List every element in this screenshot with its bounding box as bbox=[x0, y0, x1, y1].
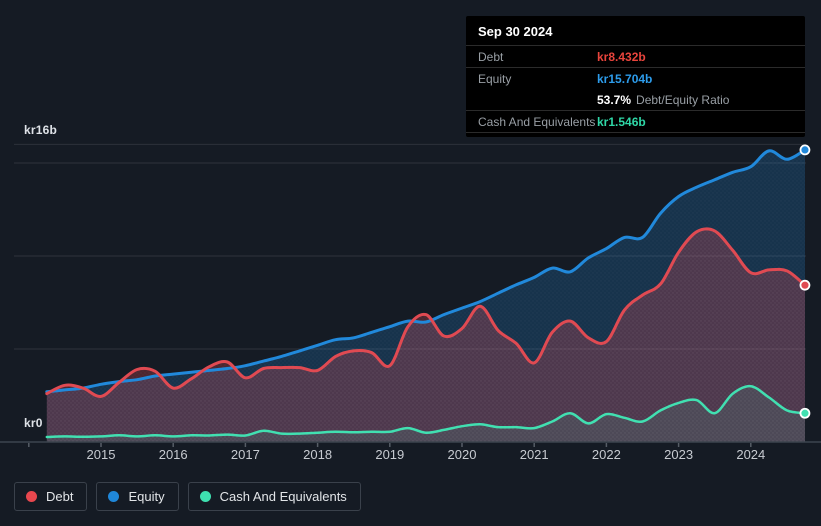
x-axis-label-2022: 2022 bbox=[591, 447, 621, 462]
tooltip-row-equity: Equity kr15.704b bbox=[466, 68, 805, 89]
x-axis-label-2020: 2020 bbox=[447, 447, 477, 462]
legend-item-label: Equity bbox=[128, 489, 165, 504]
tooltip-equity-label: Equity bbox=[478, 71, 512, 86]
cash-line bbox=[45, 384, 807, 439]
equity-end-marker bbox=[799, 144, 811, 156]
tooltip-row-cash: Cash And Equivalents kr1.546b bbox=[466, 111, 805, 133]
cash-end-marker bbox=[799, 407, 811, 419]
legend-item-debt[interactable]: Debt bbox=[14, 482, 88, 511]
chart-legend: Debt Equity Cash And Equivalents bbox=[14, 482, 361, 511]
tooltip-row-ratio: 53.7% Debt/Equity Ratio bbox=[466, 89, 805, 111]
debt-line bbox=[45, 227, 807, 398]
x-axis-label-2018: 2018 bbox=[303, 447, 333, 462]
equity-legend-dot-icon bbox=[108, 491, 120, 502]
debt-legend-dot-icon bbox=[26, 491, 37, 502]
x-axis-label-2016: 2016 bbox=[158, 447, 188, 462]
cash-legend-dot-icon bbox=[199, 491, 211, 502]
area-texture bbox=[46, 228, 806, 442]
x-axis-label-2024: 2024 bbox=[736, 447, 766, 462]
x-axis-label-2017: 2017 bbox=[230, 447, 260, 462]
chart-tooltip: Sep 30 2024 Debt kr8.432b Equity kr15.70… bbox=[466, 16, 805, 137]
x-axis-label-2015: 2015 bbox=[86, 447, 116, 462]
y-axis-label-max: kr16b bbox=[24, 123, 58, 137]
tooltip-date: Sep 30 2024 bbox=[466, 16, 805, 46]
equity-line bbox=[45, 148, 807, 394]
legend-item-label: Debt bbox=[46, 489, 74, 504]
tooltip-cash-label: Cash And Equivalents bbox=[478, 114, 596, 129]
legend-item-cash[interactable]: Cash And Equivalents bbox=[187, 482, 361, 511]
legend-item-label: Cash And Equivalents bbox=[219, 489, 347, 504]
tooltip-row-debt: Debt kr8.432b bbox=[466, 46, 805, 68]
legend-item-equity[interactable]: Equity bbox=[96, 482, 179, 511]
x-axis-label-2023: 2023 bbox=[664, 447, 694, 462]
x-axis-label-2019: 2019 bbox=[375, 447, 405, 462]
debt-end-marker bbox=[799, 279, 811, 291]
tooltip-debt-value: kr8.432b bbox=[597, 49, 646, 64]
y-axis-label-zero: kr0 bbox=[24, 416, 43, 430]
tooltip-equity-value: kr15.704b bbox=[597, 71, 653, 86]
tooltip-cash-value: kr1.546b bbox=[597, 114, 646, 129]
tooltip-debt-label: Debt bbox=[478, 49, 504, 64]
x-axis-label-2021: 2021 bbox=[519, 447, 549, 462]
tooltip-ratio-value: 53.7% bbox=[597, 92, 632, 107]
tooltip-ratio-label: Debt/Equity Ratio bbox=[636, 92, 730, 107]
